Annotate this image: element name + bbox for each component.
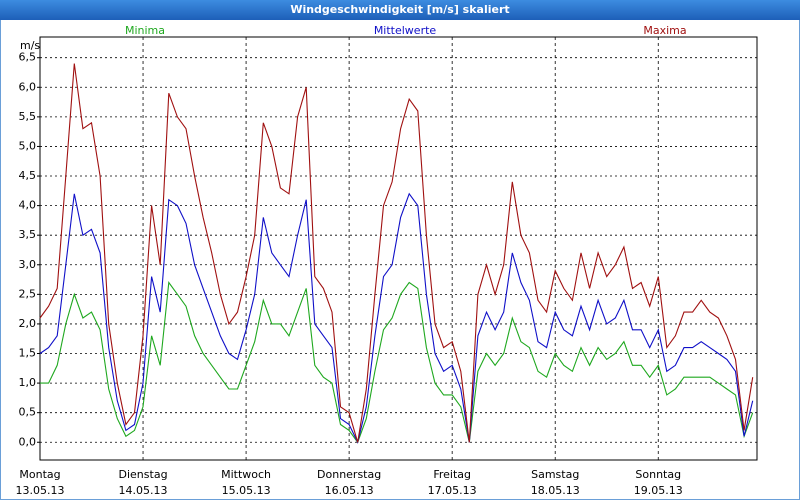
x-tick-label: Mittwoch (221, 468, 271, 481)
legend-label: Minima (125, 24, 165, 37)
y-tick-label: 3,0 (19, 258, 37, 271)
y-tick-label: 1,0 (19, 376, 37, 389)
y-tick-label: 4,0 (19, 199, 37, 212)
x-tick-label: Montag (19, 468, 60, 481)
x-tick-date: 14.05.13 (119, 484, 168, 497)
plot-area (39, 36, 758, 461)
x-tick-date: 15.05.13 (222, 484, 271, 497)
x-tick-date: 19.05.13 (634, 484, 683, 497)
x-tick-date: 16.05.13 (325, 484, 374, 497)
series-line (39, 192, 754, 444)
y-tick-label: 4,5 (19, 169, 37, 182)
series-line (40, 281, 754, 444)
y-tick-label: 2,5 (19, 287, 37, 300)
y-tick-label: 0,0 (19, 435, 37, 448)
x-tick-label: Samstag (531, 468, 579, 481)
x-tick-label: Donnerstag (317, 468, 381, 481)
legend-label: Maxima (643, 24, 686, 37)
series-line (39, 63, 754, 443)
y-tick-label: 5,0 (19, 139, 37, 152)
y-tick-label: 6,5 (19, 51, 37, 64)
chart-title: Windgeschwindigkeit [m/s] skaliert (290, 3, 509, 16)
title-bar (0, 0, 800, 20)
x-tick-date: 18.05.13 (531, 484, 580, 497)
y-tick-label: 6,0 (19, 80, 37, 93)
y-tick-label: 0,5 (19, 406, 37, 419)
y-tick-label: 3,5 (19, 228, 37, 241)
legend-label: Mittelwerte (374, 24, 437, 37)
x-tick-label: Dienstag (119, 468, 168, 481)
y-tick-label: 2,0 (19, 317, 37, 330)
x-tick-date: 17.05.13 (428, 484, 477, 497)
y-unit: m/s (20, 39, 40, 52)
x-tick-date: 13.05.13 (16, 484, 65, 497)
y-tick-label: 1,5 (19, 347, 37, 360)
y-tick-label: 5,5 (19, 110, 37, 123)
x-tick-label: Sonntag (635, 468, 681, 481)
x-tick-label: Freitag (433, 468, 471, 481)
